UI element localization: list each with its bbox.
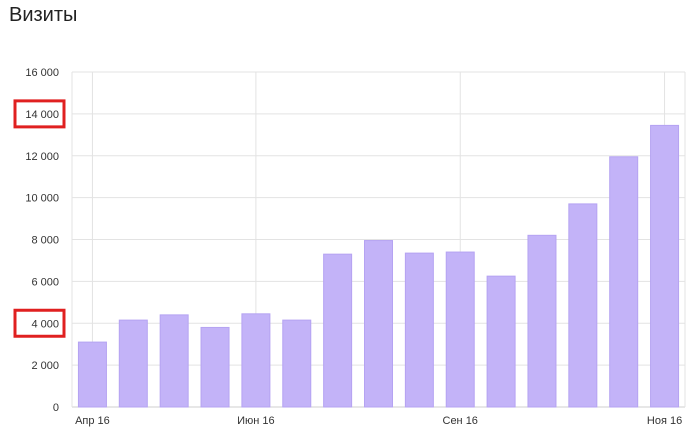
y-tick-label: 6 000 — [31, 276, 59, 288]
bar[interactable] — [118, 319, 148, 408]
y-tick-label: 14 000 — [25, 109, 59, 121]
x-axis-ticks: Апр 16 Июн 16 Сен 16 Ноя 16 — [75, 415, 682, 427]
bar[interactable] — [404, 252, 434, 408]
highlight-boxes — [13, 99, 66, 338]
bar[interactable] — [241, 313, 271, 408]
y-tick-label: 10 000 — [25, 193, 59, 205]
y-tick-label: 16 000 — [25, 67, 59, 79]
bar[interactable] — [486, 275, 516, 408]
bar[interactable] — [200, 326, 230, 408]
highlight-box — [13, 308, 66, 338]
bar[interactable] — [323, 253, 353, 408]
bar[interactable] — [159, 314, 189, 408]
bar[interactable] — [282, 319, 312, 408]
bar[interactable] — [527, 234, 557, 408]
bar[interactable] — [77, 341, 107, 408]
bar[interactable] — [364, 240, 393, 408]
highlight-box — [13, 99, 66, 129]
x-tick-label: Апр 16 — [75, 415, 110, 427]
y-tick-label: 12 000 — [25, 151, 59, 163]
bar[interactable] — [568, 203, 598, 408]
x-tick-label: Сен 16 — [443, 415, 478, 427]
y-tick-label: 2 000 — [31, 360, 59, 372]
x-tick-label: Ноя 16 — [647, 415, 682, 427]
y-axis-ticks: 0 2 000 4 000 6 000 8 000 10 000 12 000 14 000 1… — [25, 67, 59, 414]
x-tick-label: Июн 16 — [237, 415, 275, 427]
bars — [77, 124, 680, 408]
bar[interactable] — [445, 251, 475, 408]
y-tick-label: 4 000 — [31, 318, 59, 330]
bar[interactable] — [609, 156, 639, 408]
y-tick-label: 8 000 — [31, 235, 59, 247]
bar[interactable] — [650, 124, 680, 408]
y-tick-label: 0 — [53, 402, 59, 414]
chart-title: Визиты — [9, 4, 78, 26]
